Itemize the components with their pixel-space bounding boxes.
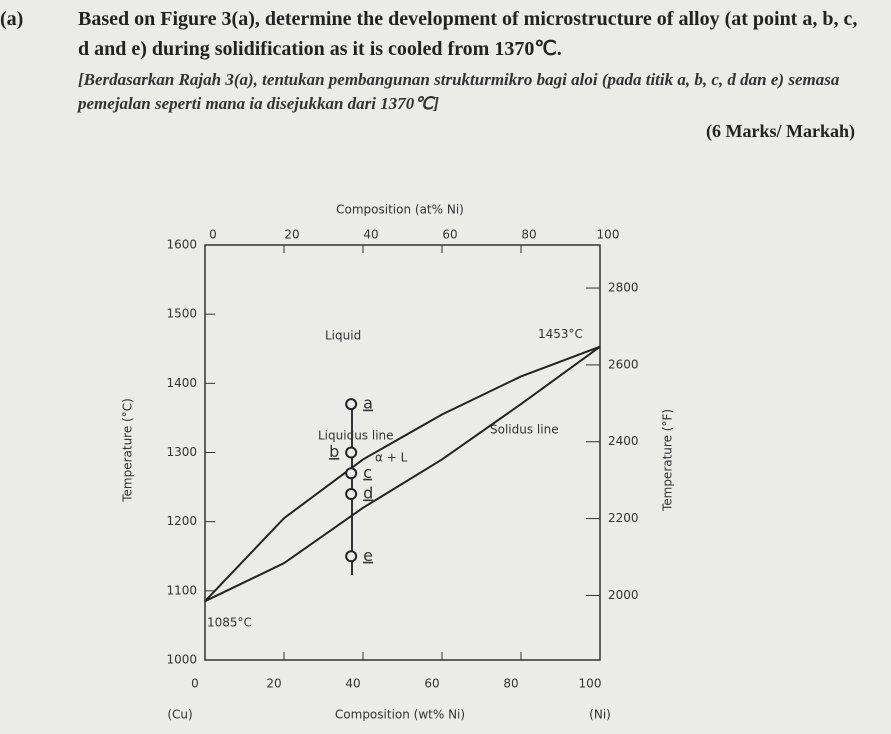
y-tick-label: 1500: [166, 307, 197, 321]
y-tick-label: 1600: [166, 238, 197, 252]
melting-point-label: 1453°C: [538, 327, 583, 341]
solidus-line: [204, 345, 601, 603]
y-tick-label: 1300: [166, 445, 197, 459]
liquidus-label: Liquidus line: [318, 429, 394, 443]
left-end-label: (Cu): [167, 708, 192, 722]
top-x-tick-label: 100: [597, 228, 620, 242]
x-tick-label: 40: [345, 677, 360, 691]
question-translation: [Berdasarkan Rajah 3(a), tentukan pemban…: [78, 70, 840, 113]
point: [345, 446, 358, 459]
top-x-tick-label: 0: [209, 228, 217, 242]
point-label: e: [363, 546, 373, 565]
y2-tick-label: 2400: [608, 434, 639, 448]
left-axis-title: Temperature (°C): [121, 398, 135, 503]
point-label: c: [363, 463, 372, 482]
y2-tick-label: 2200: [608, 511, 639, 525]
top-axis-title: Composition (at% Ni): [336, 203, 464, 217]
x-tick-label: 100: [579, 677, 602, 691]
question-text: Based on Figure 3(a), determine the deve…: [78, 8, 858, 60]
point-label: a: [363, 394, 373, 413]
x-tick-label: 20: [266, 677, 281, 691]
point-label: d: [363, 484, 373, 503]
y2-tick-label: 2600: [608, 357, 639, 371]
top-x-tick-label: 20: [284, 228, 299, 242]
top-x-tick-label: 80: [521, 228, 536, 242]
y2-tick-label: 2000: [608, 588, 639, 602]
point: [345, 467, 358, 480]
y-tick-label: 1200: [166, 514, 197, 528]
y-tick-label: 1000: [166, 653, 197, 667]
point: [345, 488, 358, 500]
point-label: b: [329, 442, 339, 461]
right-end-label: (Ni): [589, 708, 611, 722]
region-label: α + L: [375, 451, 408, 465]
bottom-axis-title: Composition (wt% Ni): [335, 708, 465, 722]
point: [345, 550, 358, 563]
y2-tick-label: 2800: [608, 281, 639, 295]
region-label: Liquid: [325, 329, 361, 343]
question-label: (a): [0, 8, 24, 30]
top-x-tick-label: 40: [363, 228, 378, 242]
top-x-tick-label: 60: [442, 228, 457, 242]
x-tick-label: 80: [503, 677, 518, 691]
y-tick-label: 1100: [166, 583, 197, 597]
marks: (6 Marks/ Markah): [706, 121, 855, 141]
melting-point-label: 1085°C: [207, 616, 252, 630]
x-tick-label: 60: [424, 677, 439, 691]
solidus-label: Solidus line: [490, 423, 559, 437]
point: [345, 398, 358, 411]
liquidus-line: [204, 345, 601, 602]
right-axis-title: Temperature (°F): [661, 409, 675, 512]
x-tick-label: 0: [191, 677, 199, 691]
y-tick-label: 1400: [166, 376, 197, 390]
